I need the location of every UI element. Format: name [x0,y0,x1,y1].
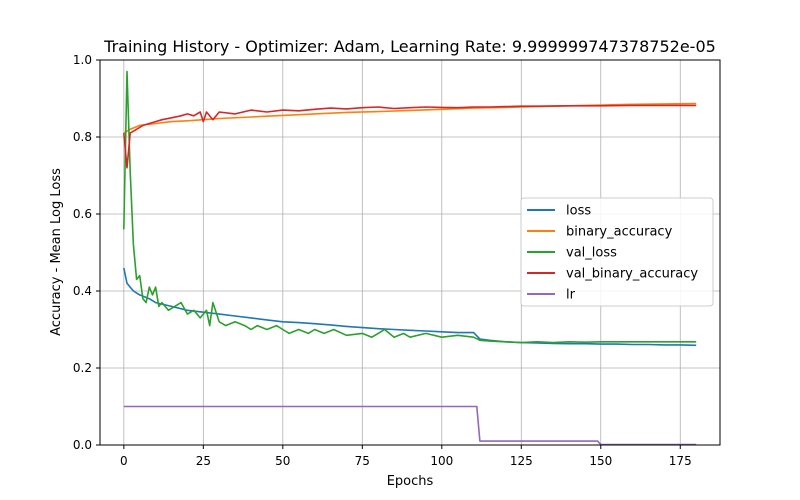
x-axis-ticks: 0 25 50 75 100 125 150 175 [120,445,692,468]
y-tick-label: 0.0 [73,438,92,452]
x-tick-label: 50 [275,454,290,468]
x-axis-label: Epochs [387,474,434,489]
y-axis-label: Accuracy - Mean Log Loss [49,168,64,336]
x-tick-label: 100 [430,454,453,468]
chart-title: Training History - Optimizer: Adam, Lear… [103,37,716,56]
x-tick-label: 25 [196,454,211,468]
legend-label: binary_accuracy [566,225,673,240]
legend-label: val_loss [566,246,617,261]
y-tick-label: 0.2 [73,361,92,375]
legend-box [520,197,714,307]
series-line-lr [123,405,697,446]
x-tick-label: 75 [355,454,370,468]
y-tick-label: 1.0 [73,53,92,67]
legend-label: val_binary_accuracy [566,267,698,282]
plot-frame [99,59,721,446]
y-tick-label: 0.6 [73,207,92,221]
x-tick-label: 125 [510,454,533,468]
legend-label: lr [566,288,576,303]
legend: loss binary_accuracy val_loss val_binary_ac… [520,197,714,307]
y-axis-ticks: 0.0 0.2 0.4 0.6 0.8 1.0 [73,53,100,452]
legend-label: loss [566,204,591,219]
x-tick-label: 150 [589,454,612,468]
series-line-val-loss [123,70,697,344]
x-tick-label: 0 [120,454,128,468]
y-tick-label: 0.4 [73,284,92,298]
y-tick-label: 0.8 [73,130,92,144]
series-line-val-binary-accuracy [123,104,697,169]
x-tick-label: 175 [669,454,692,468]
series-line-loss [123,267,697,347]
